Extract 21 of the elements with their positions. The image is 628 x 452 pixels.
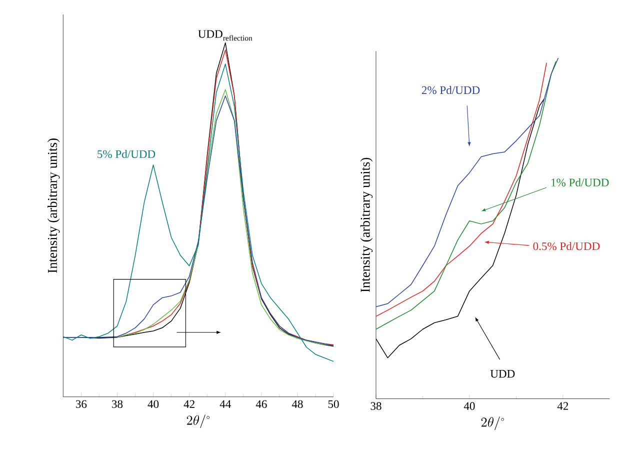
y-axis-title: Intensity (arbitrary units) [360,158,373,292]
text: 1% Pd/UDD [552,178,609,187]
text: 2% Pd/UDD [422,86,480,94]
x-tick-label: 48 [292,400,303,408]
x-tick-label: 42 [557,402,568,410]
y-axis-title: Intensity (arbitrary units) [48,138,60,273]
x-tick-label: 38 [112,400,123,408]
x-axis-title: $2\theta/^{\circ}$ [186,414,210,428]
x-tick-label: 36 [76,400,87,408]
x-tick-label: 44 [220,400,231,408]
x-tick-label: 40 [464,402,475,410]
annotation: $\mathrm{UDD}_{\mathrm{reflection}}$ [198,30,252,41]
text: UDD [490,370,515,378]
legend-label: 0.5% Pd/UDD [533,242,600,250]
x-tick-label: 46 [256,400,267,408]
x-tick-label: 50 [328,400,339,408]
x-tick-label: 40 [148,400,159,408]
x-axis-title: $2\theta/^{\circ}$ [481,416,504,430]
x-tick-label: 42 [184,400,194,408]
series-label: 5% Pd/UDD [98,150,156,158]
x-tick-label: 38 [370,402,382,410]
